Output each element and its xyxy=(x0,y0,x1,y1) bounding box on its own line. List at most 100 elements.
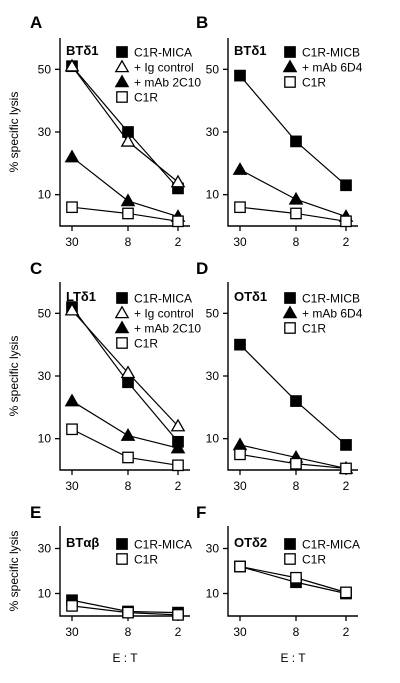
data-point-series-1 xyxy=(340,179,352,192)
x-tick-label: 8 xyxy=(125,625,132,639)
y-tick-label: 10 xyxy=(38,432,52,446)
legend-label: C1R xyxy=(302,553,326,567)
x-tick-label: 30 xyxy=(65,625,79,639)
legend-marker xyxy=(116,538,128,550)
y-tick-label: 10 xyxy=(206,188,220,202)
x-tick-label: 30 xyxy=(233,625,247,639)
data-point-series-3 xyxy=(64,149,80,163)
data-point-series-1 xyxy=(122,376,134,389)
y-tick-label: 30 xyxy=(38,542,52,556)
data-point-series-4 xyxy=(172,459,184,472)
legend-label: + mAb 6D4 xyxy=(302,307,363,321)
axis-frame xyxy=(227,38,358,227)
data-point-series-2 xyxy=(66,600,78,612)
data-point-series-2 xyxy=(234,560,246,573)
x-tick-label: 2 xyxy=(343,479,350,493)
y-tick-label: 10 xyxy=(38,587,52,601)
legend-marker xyxy=(116,337,128,349)
data-point-series-2 xyxy=(170,174,186,188)
data-point-series-2 xyxy=(232,437,248,451)
x-tick-label: 2 xyxy=(175,625,182,639)
y-tick-label: 30 xyxy=(38,369,52,383)
data-point-series-2 xyxy=(172,609,184,621)
data-point-series-3 xyxy=(234,201,246,214)
y-tick-label: 50 xyxy=(38,62,52,76)
data-point-series-1 xyxy=(234,338,246,351)
data-point-series-1 xyxy=(290,135,302,148)
axis-frame xyxy=(59,526,190,617)
legend-label: + Ig control xyxy=(134,61,194,75)
x-tick-label: 8 xyxy=(293,625,300,639)
legend-label: + mAb 6D4 xyxy=(302,61,363,75)
data-point-series-3 xyxy=(340,215,352,228)
legend-marker xyxy=(116,553,128,565)
legend-marker xyxy=(284,46,296,58)
y-tick-label: 30 xyxy=(38,125,52,139)
x-axis-label: E : T xyxy=(112,651,138,665)
legend-marker xyxy=(284,292,296,304)
legend-marker xyxy=(284,553,296,565)
legend-marker xyxy=(116,46,128,58)
legend-marker xyxy=(116,292,128,304)
y-tick-label: 50 xyxy=(206,62,220,76)
data-point-series-2 xyxy=(120,365,136,379)
legend-label: C1R xyxy=(134,337,158,351)
data-point-series-2 xyxy=(170,418,186,432)
legend-label: + mAb 2C10 xyxy=(134,76,201,90)
legend-marker xyxy=(114,59,130,73)
data-point-series-4 xyxy=(66,423,78,436)
y-tick-label: 30 xyxy=(206,369,220,383)
legend-label: C1R xyxy=(134,553,158,567)
data-point-series-4 xyxy=(66,201,78,214)
legend-label: + Ig control xyxy=(134,307,194,321)
series-line-1 xyxy=(239,75,347,186)
legend-label: C1R-MICA xyxy=(134,292,192,306)
legend-marker xyxy=(114,305,130,319)
x-axis-label: E : T xyxy=(280,651,306,665)
data-point-series-4 xyxy=(122,451,134,464)
data-point-series-2 xyxy=(64,302,80,316)
x-tick-label: 2 xyxy=(343,235,350,249)
series-line-1 xyxy=(239,344,347,446)
y-axis-label: % specific lysis xyxy=(7,336,21,417)
legend-label: C1R xyxy=(134,91,158,105)
y-axis-label: % specific lysis xyxy=(7,531,21,612)
legend-marker xyxy=(114,320,130,334)
x-tick-label: 8 xyxy=(293,479,300,493)
panel-label: E xyxy=(30,503,41,522)
data-point-series-3 xyxy=(234,448,246,461)
legend-label: C1R xyxy=(302,322,326,336)
legend-marker xyxy=(284,76,296,88)
legend-label: C1R-MICB xyxy=(302,292,360,306)
x-tick-label: 30 xyxy=(233,479,247,493)
data-point-series-3 xyxy=(64,393,80,407)
axis-frame xyxy=(59,38,190,227)
series-line-3 xyxy=(71,400,179,449)
panel-label: A xyxy=(30,13,42,32)
data-point-series-4 xyxy=(122,207,134,220)
x-tick-label: 30 xyxy=(65,235,79,249)
panel-title: BTδ1 xyxy=(66,43,98,58)
legend-marker xyxy=(282,59,298,73)
y-tick-label: 10 xyxy=(206,432,220,446)
legend-label: C1R-MICA xyxy=(134,46,192,60)
panel-title: OTδ1 xyxy=(234,289,267,304)
data-point-series-2 xyxy=(288,191,304,205)
x-tick-label: 2 xyxy=(343,625,350,639)
data-point-series-3 xyxy=(340,462,352,475)
data-point-series-4 xyxy=(172,215,184,228)
x-tick-label: 30 xyxy=(233,235,247,249)
chart-panel-e: E BTαβ 10 30 30 8 2 % specific lysis E : T C1R-MI… xyxy=(7,503,192,665)
legend-label: + mAb 2C10 xyxy=(134,322,201,336)
data-point-series-3 xyxy=(290,457,302,470)
x-tick-label: 8 xyxy=(125,235,132,249)
x-tick-label: 8 xyxy=(293,235,300,249)
data-point-series-3 xyxy=(120,428,136,441)
y-tick-label: 30 xyxy=(206,542,220,556)
x-tick-label: 2 xyxy=(175,479,182,493)
axis-frame xyxy=(227,282,358,471)
